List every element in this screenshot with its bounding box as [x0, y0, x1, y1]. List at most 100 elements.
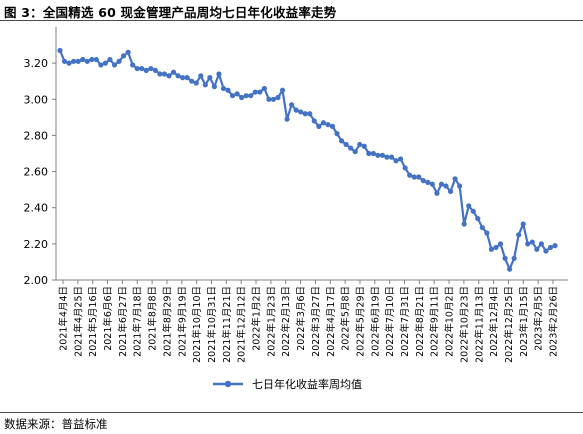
x-tick-label: 2022年11月13日 [473, 286, 485, 363]
x-tick-label: 2022年2月13日 [280, 286, 292, 357]
data-point [202, 82, 208, 88]
data-point [452, 176, 458, 182]
x-tick-label: 2022年1月2日 [251, 286, 263, 351]
data-point [125, 49, 131, 55]
y-tick-label: 2.80 [24, 129, 49, 142]
data-point [502, 255, 508, 261]
data-point [225, 87, 231, 93]
data-point [438, 181, 445, 187]
x-tick-label: 2022年7月31日 [399, 286, 411, 357]
data-point [252, 89, 258, 95]
x-tick-label: 2021年10月10日 [191, 286, 203, 363]
data-point [257, 89, 263, 95]
data-point [311, 118, 317, 124]
x-tick-label: 2022年4月17日 [325, 286, 337, 357]
data-point [547, 244, 554, 251]
data-point [370, 150, 376, 157]
data-point [75, 58, 81, 64]
data-point [466, 203, 472, 209]
data-point [538, 241, 544, 247]
data-point [457, 183, 463, 189]
x-tick-label: 2022年10月2日 [444, 286, 456, 357]
data-point [139, 65, 145, 72]
data-point [170, 69, 177, 75]
data-point [534, 246, 540, 252]
data-point [189, 78, 195, 84]
x-tick-label: 2022年8月21日 [414, 286, 426, 357]
data-point [316, 123, 322, 129]
x-tick-label: 2021年8月29日 [161, 286, 173, 357]
data-point [229, 93, 236, 99]
data-point [57, 47, 63, 54]
data-point [157, 71, 163, 77]
data-point [375, 152, 381, 158]
data-point [248, 93, 254, 99]
data-point [243, 93, 249, 99]
data-point [107, 56, 113, 63]
data-point [298, 109, 304, 115]
y-tick-label: 3.00 [24, 93, 49, 106]
legend-label: 七日年化收益率周均值 [252, 377, 362, 391]
data-point [234, 91, 240, 97]
data-point [348, 145, 354, 151]
x-tick-label: 2021年6月27日 [117, 286, 129, 357]
data-point [470, 208, 476, 214]
data-point [402, 165, 408, 171]
x-tick-label: 2022年9月11日 [429, 286, 441, 357]
data-point [357, 141, 363, 148]
data-point [393, 158, 399, 164]
data-point [511, 255, 517, 261]
data-point [98, 62, 104, 68]
data-point [275, 94, 281, 101]
x-tick-label: 2021年9月19日 [176, 286, 188, 357]
x-tick-label: 2022年10月23日 [458, 286, 470, 363]
data-point [279, 87, 286, 93]
data-point [71, 58, 77, 64]
x-tick-label: 2022年3月6日 [295, 286, 307, 351]
data-point [166, 73, 172, 79]
data-point [543, 248, 549, 254]
data-point [325, 121, 331, 128]
data-point [552, 243, 558, 249]
data-point [388, 154, 395, 160]
data-point [93, 56, 99, 63]
data-point [266, 96, 272, 102]
y-tick-label: 2.00 [24, 274, 49, 287]
data-point [198, 73, 204, 79]
data-point [334, 131, 340, 137]
x-tick-label: 2022年6月19日 [369, 286, 381, 357]
data-point [193, 80, 199, 86]
data-point [520, 221, 526, 227]
x-tick-label: 2023年1月15日 [518, 286, 530, 357]
data-point [89, 56, 95, 63]
x-tick-label: 2022年12月25日 [503, 286, 515, 363]
data-point [220, 85, 227, 92]
data-point [488, 246, 495, 252]
data-point [130, 62, 136, 68]
data-point [175, 73, 181, 79]
series-line [58, 50, 556, 271]
data-point [497, 241, 504, 247]
data-point [479, 224, 485, 231]
data-point [425, 179, 431, 186]
y-tick-label: 2.40 [24, 202, 49, 215]
data-point [152, 67, 158, 73]
x-tick-label: 2021年6月6日 [102, 286, 114, 351]
data-point [352, 149, 358, 155]
x-tick-label: 2022年3月27日 [310, 286, 322, 357]
data-point [148, 65, 154, 72]
data-point [384, 154, 390, 160]
data-point [289, 102, 295, 108]
x-tick-label: 2021年8月8日 [147, 286, 159, 351]
x-tick-label: 2023年2月5日 [533, 286, 545, 351]
x-tick-label: 2021年10月31日 [206, 286, 218, 363]
x-tick-label: 2022年7月10日 [384, 286, 396, 357]
source-note: 数据来源：普益标准 [4, 417, 108, 431]
data-point [284, 116, 290, 122]
x-tick-label: 2023年2月26日 [548, 286, 560, 357]
data-point [84, 58, 90, 64]
data-point [443, 183, 449, 189]
data-point [398, 156, 404, 162]
data-point [493, 244, 499, 251]
